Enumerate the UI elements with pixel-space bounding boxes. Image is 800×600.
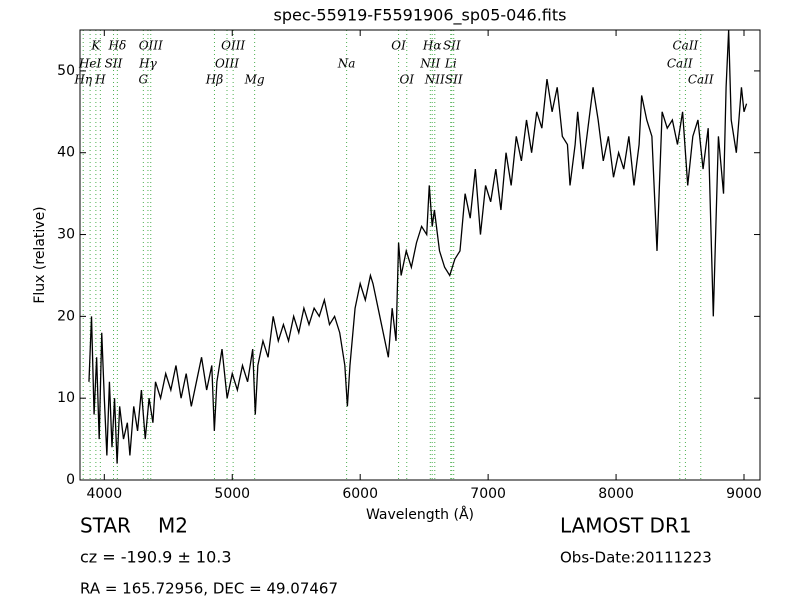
spectral-line-label: NII [419, 57, 440, 71]
y-tick-label: 0 [66, 472, 75, 488]
spectral-line-label: CaII [688, 73, 714, 87]
coordinates: RA = 165.72956, DEC = 49.07467 [80, 580, 338, 598]
spectral-line-label: Li [444, 57, 457, 71]
spectral-line-label: Hη [73, 73, 92, 87]
subclass: M2 [158, 514, 188, 538]
spectral-line-label: HeI [78, 57, 102, 71]
y-axis-label: Flux (relative) [32, 206, 48, 303]
spectral-line-label: Mg [244, 73, 265, 87]
spectral-line-label: Hβ [205, 73, 223, 87]
spectral-line-label: G [139, 73, 149, 87]
spectral-line-label: SII [445, 73, 463, 87]
survey: LAMOST DR1 [560, 514, 692, 538]
spectral-line-label: Hγ [138, 57, 157, 71]
x-tick-label: 5000 [214, 486, 250, 502]
spectral-line-label: SII [443, 39, 461, 53]
spectral-line-label: OIII [221, 39, 245, 53]
spectral-line-label: H [94, 73, 106, 87]
spectral-line-label: K [90, 39, 101, 53]
spectral-line-label: Na [337, 57, 356, 71]
x-tick-label: 9000 [726, 486, 762, 502]
spectral-line-label: OIII [215, 57, 239, 71]
spectral-line-label: Hα [422, 39, 442, 53]
redshift: cz = -190.9 ± 10.3 [80, 548, 232, 567]
x-tick-label: 4000 [86, 486, 122, 502]
spectral-line-label: NII [424, 73, 445, 87]
spectral-line-label: OI [391, 39, 406, 53]
x-tick-label: 7000 [470, 486, 506, 502]
y-tick-label: 20 [57, 308, 75, 324]
y-tick-label: 40 [57, 145, 75, 161]
plot-frame [79, 29, 761, 481]
chart-title: spec-55919-F5591906_sp05-046.fits [274, 6, 567, 26]
y-tick-label: 10 [57, 390, 75, 406]
object-class: STAR [80, 514, 131, 538]
y-tick-label: 50 [57, 63, 75, 79]
spectral-line-label: SII [105, 57, 123, 71]
y-tick-label: 30 [57, 227, 75, 243]
x-tick-label: 6000 [342, 486, 378, 502]
spectral-line-label: OI [399, 73, 414, 87]
spectral-line-label: Hδ [108, 39, 127, 53]
spectral-line-label: OIII [139, 39, 163, 53]
spectral-line-label: CaII [667, 57, 693, 71]
obs-date: Obs-Date:20111223 [560, 549, 712, 567]
spectral-line-label: CaII [672, 39, 698, 53]
spectrum-line [88, 29, 748, 464]
x-tick-label: 8000 [598, 486, 634, 502]
x-axis-label: Wavelength (Å) [366, 506, 474, 523]
